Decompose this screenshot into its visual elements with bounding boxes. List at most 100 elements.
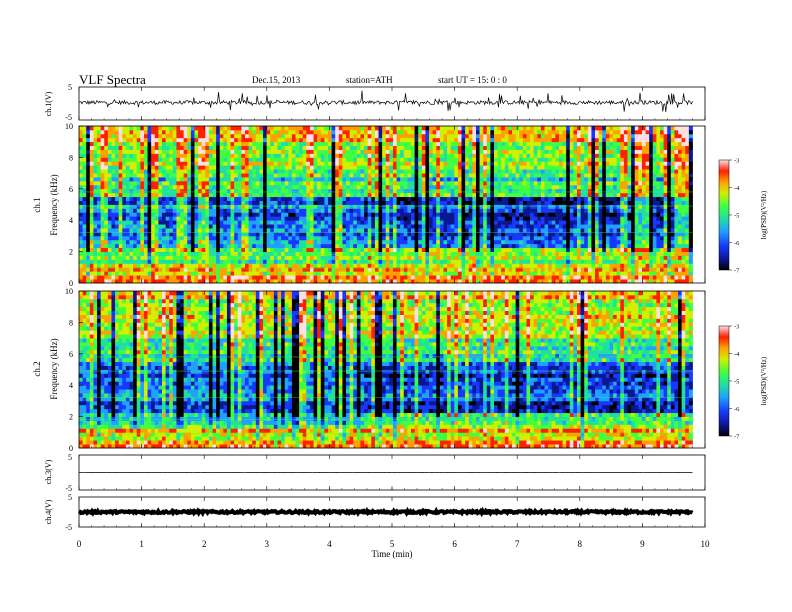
spectrogram-cell xyxy=(89,177,94,182)
spectrogram-cell xyxy=(158,224,163,229)
spectrogram-cell xyxy=(328,149,333,154)
spectrogram-cell xyxy=(190,216,195,221)
spectrogram-cell xyxy=(111,216,116,221)
spectrogram-cell xyxy=(234,157,239,162)
spectrogram-cell xyxy=(378,196,383,201)
spectrogram-cell xyxy=(306,228,311,233)
spectrogram-cell xyxy=(237,231,242,237)
spectrogram-cell xyxy=(382,259,387,264)
spectrogram-cell xyxy=(490,196,495,201)
spectrogram-cell xyxy=(443,141,448,147)
spectrogram-cell xyxy=(230,149,235,154)
spectrogram-cell xyxy=(439,141,444,147)
spectrogram-cell xyxy=(86,267,91,272)
spectrogram-cell xyxy=(100,157,105,162)
spectrogram-cell xyxy=(302,169,307,174)
spectrogram-cell xyxy=(371,126,376,131)
spectrogram-cell xyxy=(429,212,434,217)
spectrogram-cell xyxy=(429,149,434,154)
spectrogram-cell xyxy=(324,157,329,162)
spectrogram-cell xyxy=(454,200,459,205)
spectrogram-cell xyxy=(515,177,520,182)
spectrogram-cell xyxy=(241,184,246,190)
spectrogram-cell xyxy=(219,137,224,143)
spectrogram-cell xyxy=(273,212,278,217)
spectrogram-cell xyxy=(79,208,84,213)
spectrogram-cell xyxy=(313,243,318,249)
spectrogram-cell xyxy=(335,271,340,276)
spectrogram-cell xyxy=(436,279,441,284)
spectrogram-cell xyxy=(93,239,98,245)
spectrogram-cell xyxy=(349,177,354,182)
spectrogram-cell xyxy=(411,263,416,268)
spectrogram-cell xyxy=(324,145,329,150)
spectrogram-cell xyxy=(136,263,141,268)
spectrogram-cell xyxy=(205,177,210,182)
spectrogram-cell xyxy=(313,169,318,174)
spectrogram-cell xyxy=(129,133,134,139)
spectrogram-cell xyxy=(288,180,293,186)
spectrogram-cell xyxy=(241,157,246,162)
spectrogram-cell xyxy=(479,231,484,237)
spectrogram-cell xyxy=(136,145,141,150)
spectrogram-cell xyxy=(248,259,253,264)
spectrogram-cell xyxy=(411,149,416,154)
spectrogram-cell xyxy=(291,259,296,264)
spectrogram-cell xyxy=(255,216,260,221)
spectrogram-cell xyxy=(508,251,513,256)
spectrogram-cell xyxy=(169,188,174,194)
spectrogram-cell xyxy=(436,259,441,264)
spectrogram-cell xyxy=(450,251,455,256)
spectrogram-cell xyxy=(494,169,499,174)
spectrogram-cell xyxy=(432,149,437,154)
spectrogram-cell xyxy=(183,275,188,280)
spectrogram-cell xyxy=(190,188,195,194)
spectrogram-cell xyxy=(245,235,250,241)
spectrogram-cell xyxy=(187,216,192,221)
spectrogram-cell xyxy=(212,165,217,170)
spectrogram-cell xyxy=(356,212,361,217)
spectrogram-cell xyxy=(342,220,347,225)
spectrogram-cell xyxy=(439,177,444,182)
spectrogram-cell xyxy=(396,216,401,221)
spectrogram-cell xyxy=(223,208,228,213)
spectrogram-cell xyxy=(255,251,260,256)
spectrogram-cell xyxy=(342,196,347,201)
spectrogram-cell xyxy=(353,200,358,205)
spectrogram-cell xyxy=(288,126,293,131)
spectrogram-cell xyxy=(461,184,466,190)
spectrogram-cell xyxy=(411,177,416,182)
spectrogram-cell xyxy=(104,231,109,237)
spectrogram-cell xyxy=(429,208,434,213)
spectrogram-cell xyxy=(461,220,466,225)
spectrogram-cell xyxy=(107,235,112,241)
spectrogram-cell xyxy=(205,235,210,241)
spectrogram-cell xyxy=(194,157,199,162)
spectrogram-cell xyxy=(82,141,87,147)
spectrogram-cell xyxy=(512,126,517,131)
spectrogram-cell xyxy=(526,196,531,201)
spectrogram-cell xyxy=(447,161,452,166)
spectrogram-cell xyxy=(234,165,239,170)
spectrogram-cell xyxy=(158,145,163,150)
spectrogram-cell xyxy=(515,180,520,186)
spectrogram-cell xyxy=(385,271,390,276)
spectrogram-cell xyxy=(79,231,84,237)
spectrogram-cell xyxy=(385,200,390,205)
spectrogram-cell xyxy=(136,271,141,276)
spectrogram-cell xyxy=(342,180,347,186)
spectrogram-cell xyxy=(165,243,170,249)
spectrogram-cell xyxy=(504,149,509,154)
spectrogram-cell xyxy=(328,271,333,276)
spectrogram-cell xyxy=(226,161,231,166)
spectrogram-cell xyxy=(432,228,437,233)
spectrogram-cell xyxy=(162,169,167,174)
spectrogram-cell xyxy=(93,133,98,139)
spectrogram-cell xyxy=(273,192,278,198)
spectrogram-cell xyxy=(501,212,506,217)
spectrogram-cell xyxy=(122,224,127,229)
spectrogram-cell xyxy=(165,251,170,256)
spectrogram-cell xyxy=(162,255,167,260)
spectrogram-cell xyxy=(429,165,434,170)
spectrogram-cell xyxy=(208,149,213,154)
